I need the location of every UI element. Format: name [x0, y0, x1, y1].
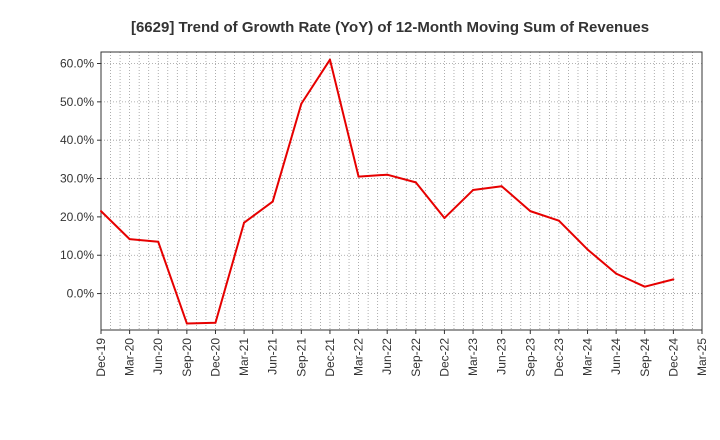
data-point	[529, 210, 532, 213]
data-point	[414, 181, 417, 184]
data-point	[443, 217, 446, 220]
data-point	[672, 278, 675, 281]
x-tick-label: Dec-22	[437, 338, 451, 377]
plot-frame	[100, 51, 703, 331]
y-tick-label: 60.0%	[60, 57, 94, 71]
x-tick-label: Sep-22	[409, 338, 423, 377]
x-tick-label: Mar-24	[581, 338, 595, 376]
x-tick-label: Mar-21	[237, 338, 251, 376]
y-axis-ticks: 0.0% 10.0% 20.0% 30.0% 40.0% 50.0% 60.0%	[60, 57, 101, 301]
x-tick-label: Mar-22	[352, 338, 366, 376]
y-tick-label: 0.0%	[67, 287, 95, 301]
x-tick-label: Jun-20	[151, 338, 165, 375]
y-tick-label: 10.0%	[60, 248, 94, 262]
x-axis-ticks: Dec-19 Mar-20 Jun-20 Sep-20 Dec-20 Mar-21 Jun-…	[94, 330, 709, 377]
grid	[101, 52, 702, 330]
y-tick-label: 30.0%	[60, 172, 94, 186]
data-point	[500, 185, 503, 188]
x-tick-label: Dec-19	[94, 338, 108, 377]
x-tick-label: Mar-23	[466, 338, 480, 376]
chart-title: [6629] Trend of Growth Rate (YoY) of 12-…	[131, 19, 649, 36]
data-point	[185, 322, 188, 325]
x-tick-label: Sep-23	[523, 338, 537, 377]
data-point	[615, 272, 618, 275]
x-tick-label: Sep-20	[180, 338, 194, 377]
data-point	[557, 219, 560, 222]
data-point	[214, 321, 217, 324]
x-tick-label: Jun-22	[380, 338, 394, 375]
data-point	[157, 240, 160, 243]
data-point	[100, 210, 102, 213]
y-tick-label: 20.0%	[60, 210, 94, 224]
data-point	[128, 238, 131, 241]
x-tick-label: Sep-24	[638, 338, 652, 377]
data-point	[271, 200, 274, 203]
x-tick-label: Dec-20	[208, 338, 222, 377]
x-tick-label: Jun-23	[495, 338, 509, 375]
data-point	[357, 175, 360, 178]
data-point	[386, 173, 389, 176]
series-layer	[100, 58, 675, 325]
data-point	[328, 58, 331, 61]
data-point	[472, 189, 475, 192]
x-tick-label: Dec-24	[666, 338, 680, 377]
x-tick-label: Sep-21	[294, 338, 308, 377]
x-tick-label: Dec-23	[552, 338, 566, 377]
y-tick-label: 50.0%	[60, 95, 94, 109]
axes	[100, 51, 703, 331]
x-tick-label: Mar-20	[123, 338, 137, 376]
x-tick-label: Mar-25	[695, 338, 709, 376]
y-tick-label: 40.0%	[60, 133, 94, 147]
x-tick-label: Dec-21	[323, 338, 337, 377]
x-tick-label: Jun-21	[266, 338, 280, 375]
data-point	[243, 221, 246, 224]
data-point	[586, 248, 589, 251]
x-tick-label: Jun-24	[609, 338, 623, 375]
data-point	[643, 285, 646, 288]
data-point	[300, 102, 303, 105]
